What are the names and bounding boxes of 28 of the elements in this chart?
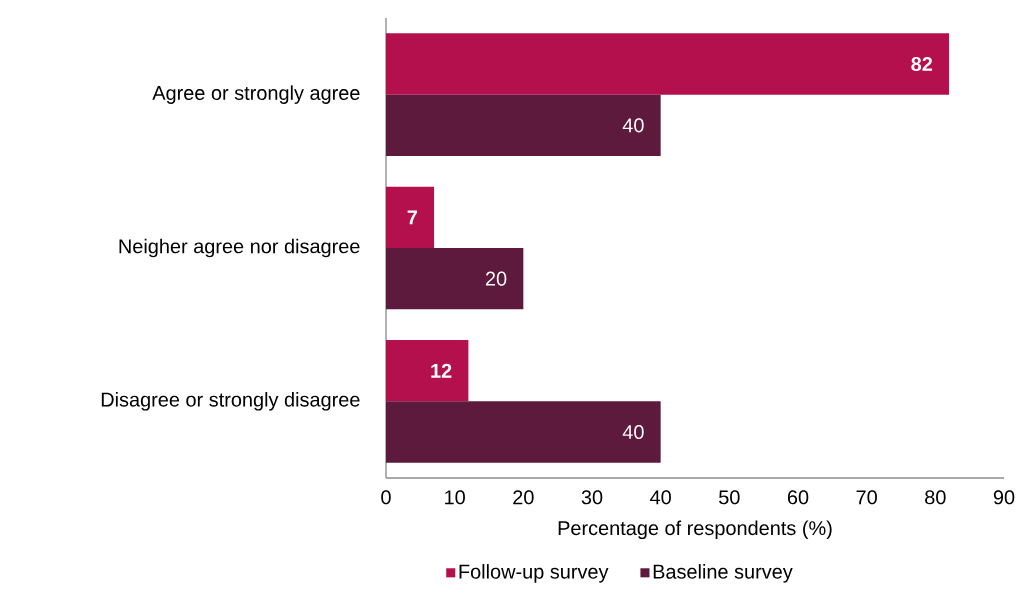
bar xyxy=(386,94,661,156)
data-label: 82 xyxy=(911,56,933,72)
x-axis-title: Percentage of respondents (%) xyxy=(558,520,832,540)
data-label: 20 xyxy=(485,271,507,286)
x-tick-label: 40 xyxy=(650,490,671,505)
x-tick-label: 90 xyxy=(993,490,1015,505)
x-tick-label: 70 xyxy=(856,490,877,505)
x-tick-label: 10 xyxy=(445,490,465,505)
bar xyxy=(386,340,469,402)
x-tick-label: 60 xyxy=(787,490,809,505)
bar xyxy=(386,248,524,310)
bar xyxy=(386,401,661,463)
data-label: 40 xyxy=(622,424,644,440)
data-label: 7 xyxy=(407,210,417,225)
data-label: 40 xyxy=(622,118,644,133)
bar xyxy=(386,186,435,249)
bar xyxy=(386,33,950,95)
data-label: 12 xyxy=(431,363,452,378)
x-tick-label: 0 xyxy=(381,490,391,505)
x-tick-label: 30 xyxy=(581,490,603,505)
x-tick-label: 80 xyxy=(925,490,946,505)
y-tick-label: Disagree or strongly disagree xyxy=(101,392,360,411)
x-tick-label: 20 xyxy=(513,490,534,505)
x-tick-label: 50 xyxy=(719,490,740,505)
y-tick-label: Neigher agree nor disagree xyxy=(119,238,360,258)
legend-label: Baseline survey xyxy=(653,564,793,583)
legend-label: Follow-up survey xyxy=(459,564,609,583)
y-tick-label: Agree or strongly agree xyxy=(152,85,360,104)
